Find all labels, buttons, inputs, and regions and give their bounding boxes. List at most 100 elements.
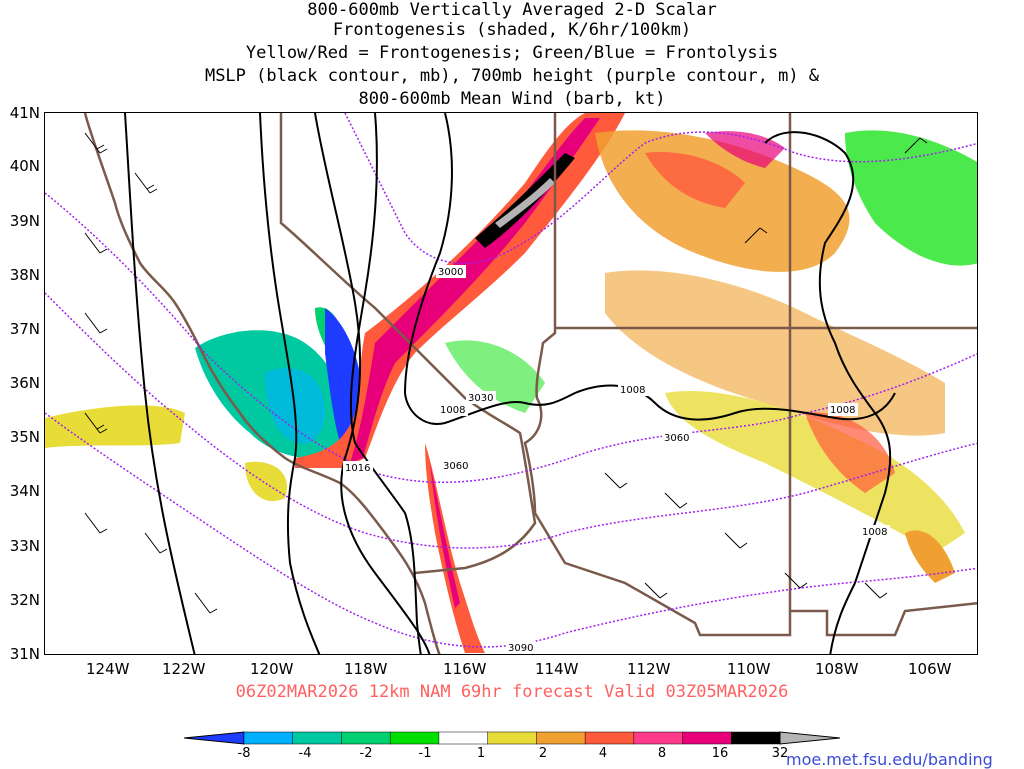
wind-barb (724, 532, 748, 549)
wind-barb (904, 137, 928, 154)
lat-label: 37N (9, 320, 40, 338)
height-contour (45, 292, 977, 549)
height-label: 3000 (438, 267, 463, 278)
colorbar-min-arrow (183, 731, 245, 745)
wind-barb (194, 592, 218, 614)
label-bg (828, 403, 858, 416)
colorbar-label: 4 (598, 746, 608, 761)
colorbar-label: -1 (418, 746, 432, 761)
wind-barb (784, 572, 808, 589)
colorbar-label: -2 (359, 746, 373, 761)
mslp-label: 1008 (862, 527, 887, 538)
lon-label: 124W (86, 660, 130, 678)
lon-label: 112W (627, 660, 671, 678)
shade-red (425, 443, 485, 653)
label-bg (662, 431, 692, 444)
shade-green (445, 340, 545, 413)
mslp-label: 1008 (440, 405, 465, 416)
height-label: 3030 (468, 393, 493, 404)
mslp-label: 1008 (620, 385, 645, 396)
colorbar-segment (731, 731, 781, 745)
map-canvas: 1016 1008 1008 1008 1008 3000 3030 3060 … (45, 113, 977, 654)
lat-label: 33N (9, 537, 40, 555)
lat-label: 31N (9, 645, 40, 663)
height-contour (45, 412, 977, 648)
wind-barb (84, 512, 108, 534)
height-label: 3060 (443, 461, 468, 472)
wind-barb (664, 492, 688, 509)
colorbar-segment (633, 731, 684, 745)
shade-yellow (665, 391, 965, 553)
forecast-valid-footer: 06Z02MAR2026 12km NAM 69hr forecast Vali… (235, 682, 789, 702)
colorbar-label: 16 (711, 746, 729, 761)
label-bg (441, 459, 471, 472)
mslp-contours (124, 113, 896, 654)
lat-label: 36N (9, 374, 40, 392)
colorbar-segment (243, 731, 294, 745)
lon-label: 118W (344, 660, 388, 678)
height-contour (45, 192, 977, 484)
label-bg (860, 525, 890, 538)
colorbar-segment (292, 731, 343, 745)
height-contour (344, 113, 977, 265)
lat-label: 34N (9, 482, 40, 500)
label-bg (436, 265, 466, 278)
title-line-1: 800-600mb Vertically Averaged 2-D Scalar (307, 0, 717, 20)
mslp-label: 1008 (830, 405, 855, 416)
colorbar-label: 2 (538, 746, 548, 761)
colorbar-max-arrow (779, 731, 841, 745)
wind-barb (144, 532, 168, 554)
label-bg (466, 391, 496, 404)
shade-gray (495, 178, 555, 228)
colorbar-label: -8 (237, 746, 251, 761)
wind-barb (604, 472, 628, 489)
mslp-contour (349, 113, 422, 654)
title-line-5: 800-600mb Mean Wind (barb, kt) (358, 89, 666, 109)
lat-label: 40N (9, 157, 40, 175)
lat-label: 32N (9, 591, 40, 609)
lon-label: 116W (443, 660, 487, 678)
lat-label: 41N (9, 104, 40, 122)
label-bg (438, 403, 468, 416)
lon-label: 108W (815, 660, 859, 678)
new-mexico-south-border (790, 601, 977, 637)
colorbar-segment (536, 731, 586, 745)
title-line-2: Frontogenesis (shaded, K/6hr/100km) (332, 20, 692, 40)
mslp-contour (403, 113, 896, 425)
mslp-contour (259, 113, 321, 654)
frontogenesis-shading (45, 113, 977, 653)
wind-barb (84, 232, 108, 254)
wind-barb (84, 412, 108, 434)
lon-label: 120W (250, 660, 294, 678)
pacific-coastline (83, 113, 441, 654)
wind-barb (864, 582, 888, 599)
lon-label: 114W (535, 660, 579, 678)
shade-magenta (705, 131, 785, 168)
title-line-4: MSLP (black contour, mb), 700mb height (… (204, 66, 820, 86)
shade-orange (905, 530, 955, 583)
mslp-contour (764, 131, 892, 654)
contour-labels: 1016 1008 1008 1008 1008 3000 3030 3060 … (343, 265, 890, 654)
wind-barb (84, 132, 108, 154)
colorbar-segments (243, 731, 781, 745)
lat-label: 39N (9, 212, 40, 230)
label-bg (343, 461, 373, 474)
wind-barbs (84, 132, 928, 614)
lon-label: 106W (908, 660, 952, 678)
wind-barb (644, 582, 668, 599)
geo-borders (83, 113, 977, 654)
source-credit: moe.met.fsu.edu/banding (786, 750, 993, 769)
map-panel: 1016 1008 1008 1008 1008 3000 3030 3060 … (44, 112, 978, 655)
lat-label: 35N (9, 428, 40, 446)
height-label: 3090 (508, 643, 533, 654)
colorbar-segment (389, 731, 440, 745)
lon-label: 110W (727, 660, 771, 678)
colorbar-segment (487, 731, 538, 745)
title-line-3: Yellow/Red = Frontogenesis; Green/Blue =… (245, 43, 779, 63)
colorbar-label: 32 (771, 746, 789, 761)
colorbar-segment (682, 731, 733, 745)
colorbar-label: 1 (476, 746, 486, 761)
mslp-label: 1016 (345, 463, 370, 474)
wind-barb (134, 172, 158, 194)
shade-orange (605, 270, 945, 436)
